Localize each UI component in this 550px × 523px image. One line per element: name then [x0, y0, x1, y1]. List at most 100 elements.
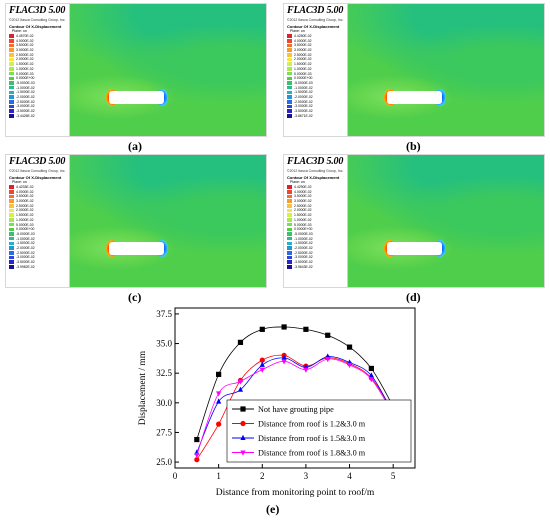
legend-swatch: [287, 236, 292, 241]
legend-swatch: [287, 250, 292, 255]
legend-swatch: [287, 104, 292, 109]
legend-entry: 4.0000E-02: [287, 190, 313, 195]
legend-entry: -3.5000E-02: [287, 109, 313, 114]
legend-label: Not have grouting pipe: [258, 405, 334, 414]
legend-entry: -2.5000E-02: [287, 251, 313, 256]
legend-entry: 4.0000E-02: [287, 39, 313, 44]
legend-value: -3.0000E-02: [16, 255, 35, 260]
legend-value: 3.0000E-02: [294, 199, 312, 204]
series-line-3: [196, 358, 394, 456]
legend-value: 3.5000E-02: [294, 194, 312, 199]
legend-swatch: [9, 104, 14, 109]
contour-panel-b: FLAC3D 5.00 ©2012 Itasca Consulting Grou…: [283, 3, 545, 137]
legend-entry: 2.0000E-02: [9, 208, 35, 213]
panel-label-e: (e): [266, 502, 280, 516]
y-tick-label: 30.0: [156, 398, 172, 408]
legend-swatch: [287, 265, 292, 269]
legend-value: 2.0000E-02: [294, 208, 312, 213]
data-point-triangle-down: [240, 450, 246, 456]
y-tick-label: 37.5: [156, 309, 172, 319]
legend-swatch: [9, 241, 14, 246]
legend-value: -1.5000E-02: [294, 241, 313, 246]
legend-value: -1.0000E-02: [294, 236, 313, 241]
data-point-triangle-down: [237, 379, 244, 385]
legend-value: -1.5000E-02: [16, 90, 35, 95]
legend-entry: 2.0000E-02: [287, 208, 313, 213]
legend-swatch: [287, 232, 292, 236]
y-tick-label: 25.0: [156, 457, 172, 467]
legend-entry: 1.0000E-02: [9, 218, 35, 223]
legend-entry: 5.0000E-03: [9, 72, 35, 77]
legend-swatch: [287, 85, 292, 90]
legend-swatch: [287, 95, 292, 99]
legend-value: 4.4290E-02: [294, 185, 312, 189]
series-line-0: [196, 326, 394, 440]
legend-value: -3.0000E-02: [294, 104, 313, 109]
y-tick-label: 35.0: [156, 339, 172, 349]
copyright-text: ©2012 Itasca Consulting Group, Inc.: [287, 18, 344, 22]
legend-value: 4.0000E-02: [16, 189, 34, 194]
legend-swatch: [287, 57, 292, 62]
legend-value: -2.5000E-02: [16, 250, 35, 255]
panel-label-b: (b): [406, 139, 421, 153]
legend-value: -2.5000E-02: [294, 99, 313, 104]
legend-entry: 0.0000E+00: [9, 76, 35, 81]
legend-entry: -3.8671E-02: [287, 114, 313, 119]
legend-swatch: [287, 190, 292, 194]
legend-entry: -5.0000E-03: [287, 232, 313, 237]
tunnel-opening: [109, 242, 164, 255]
legend-swatch: [9, 232, 14, 236]
plot-frame: [174, 307, 416, 469]
software-title: FLAC3D 5.00: [9, 5, 66, 16]
data-point-square: [194, 436, 200, 443]
legend-swatch: [9, 39, 14, 43]
legend-swatch: [287, 227, 292, 232]
legend-value: 3.5000E-02: [16, 43, 34, 48]
data-point-triangle-down: [259, 367, 265, 373]
legend-entry: -1.0000E-02: [9, 237, 35, 242]
legend-entry: 4.4250E-02: [287, 34, 313, 39]
legend-value: -3.5000E-02: [294, 109, 313, 113]
legend-value: 2.5000E-02: [16, 52, 34, 57]
legend-swatch: [9, 109, 14, 113]
legend-value: 1.5000E-02: [16, 213, 34, 218]
data-point-triangle-up: [281, 354, 287, 360]
legend-value: 1.0000E-02: [16, 217, 34, 222]
legend-entry: -3.4426E-02: [9, 114, 35, 119]
legend-entry: 1.5000E-02: [9, 213, 35, 218]
data-point-triangle-up: [237, 386, 244, 392]
legend-entry: -1.5000E-02: [9, 90, 35, 95]
legend-entry: 2.5000E-02: [287, 204, 313, 209]
legend-entry: 1.0000E-02: [287, 67, 313, 72]
legend-swatch: [9, 43, 14, 48]
legend-swatch: [287, 67, 292, 71]
legend-entry: 1.0000E-02: [9, 67, 35, 72]
legend-entry: 2.5000E-02: [9, 53, 35, 58]
legend-value: 5.0000E-03: [16, 222, 34, 227]
legend-entry: 1.5000E-02: [287, 213, 313, 218]
legend-entry: 5.0000E-03: [287, 223, 313, 228]
legend-entry: 3.5000E-02: [9, 194, 35, 199]
legend-value: -1.5000E-02: [294, 90, 313, 95]
legend-entry: -3.9982E-02: [9, 265, 35, 270]
legend-swatch: [9, 57, 14, 62]
legend-value: -2.0000E-02: [16, 94, 35, 99]
legend-swatch: [9, 99, 14, 104]
legend-swatch: [9, 222, 14, 227]
legend-value: -3.5000E-02: [294, 260, 313, 264]
legend-entry: 4.0000E-02: [9, 39, 35, 44]
legend-value: 4.4233E-02: [16, 185, 34, 189]
contour-legend: FLAC3D 5.00 ©2012 Itasca Consulting Grou…: [284, 155, 348, 287]
data-point-square: [216, 371, 222, 377]
legend-entry: -3.0000E-02: [287, 104, 313, 109]
legend-swatch: [287, 208, 292, 213]
legend-swatch: [9, 114, 14, 118]
legend-swatch: [9, 204, 14, 208]
data-point-triangle-up: [240, 434, 246, 440]
legend-entry: -2.5000E-02: [287, 100, 313, 105]
legend-entry: 1.0000E-02: [287, 218, 313, 223]
x-tick-label: 1: [216, 471, 221, 481]
legend-value: 1.5000E-02: [16, 62, 34, 67]
legend-value: 0.0000E+00: [16, 76, 35, 81]
legend-entry: 4.4233E-02: [9, 185, 35, 190]
